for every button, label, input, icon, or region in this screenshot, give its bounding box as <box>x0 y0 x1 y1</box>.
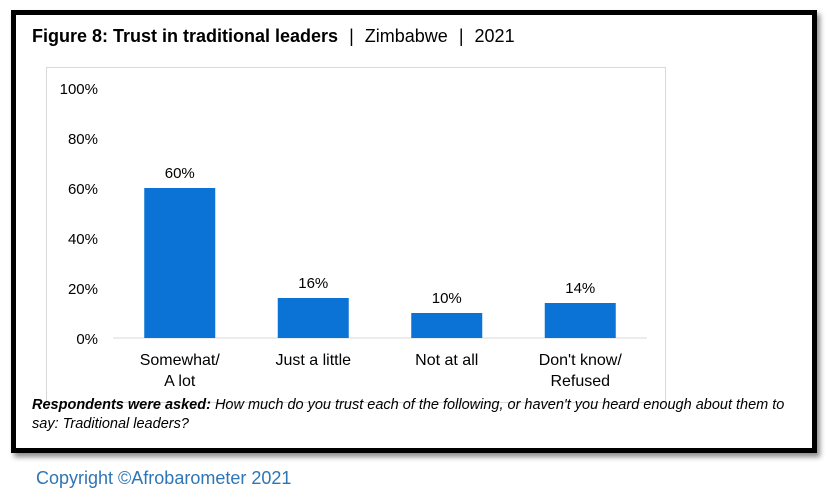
copyright-notice: Copyright ©Afrobarometer 2021 <box>36 468 292 488</box>
data-label: 60% <box>165 165 195 182</box>
title-main: Figure 8: Trust in traditional leaders <box>32 26 339 46</box>
y-tick-label: 20% <box>68 281 98 298</box>
x-tick-label: Somewhat/ <box>140 352 221 369</box>
x-tick-label: Don't know/ <box>539 352 623 369</box>
bar <box>144 188 216 338</box>
y-tick-label: 80% <box>68 131 98 148</box>
bar <box>411 313 483 338</box>
caption-lead: Respondents were asked: <box>32 397 211 413</box>
y-tick-label: 0% <box>76 331 98 348</box>
bar <box>277 298 349 338</box>
x-tick-label: A lot <box>164 373 196 390</box>
y-tick-label: 100% <box>60 81 98 98</box>
question-caption: Respondents were asked: How much do you … <box>32 396 812 434</box>
bar-chart: 0% 20% 40% 60% 80% 100% 60% Somewhat/A lot 16% Ju… <box>60 81 647 390</box>
y-tick-label: 40% <box>68 231 98 248</box>
chart-area: 0% 20% 40% 60% 80% 100% 60% Somewhat/A lot 16% Ju… <box>46 67 666 403</box>
title-year: 2021 <box>474 26 515 46</box>
figure-title: Figure 8: Trust in traditional leaders |… <box>32 26 515 47</box>
bar <box>544 303 616 338</box>
caption-text: How much do you trust each of the follow… <box>32 397 785 432</box>
x-tick-label: Not at all <box>415 352 478 369</box>
x-tick-label: Refused <box>550 373 610 390</box>
figure-frame: Figure 8: Trust in traditional leaders |… <box>11 10 817 453</box>
x-tick-label: Just a little <box>275 352 351 369</box>
data-label: 10% <box>432 290 462 307</box>
title-country: Zimbabwe <box>364 26 448 46</box>
data-label: 16% <box>298 275 328 292</box>
data-label: 14% <box>565 280 595 297</box>
y-tick-label: 60% <box>68 181 98 198</box>
title-separator-1: | <box>349 26 354 46</box>
title-separator-2: | <box>458 26 464 46</box>
